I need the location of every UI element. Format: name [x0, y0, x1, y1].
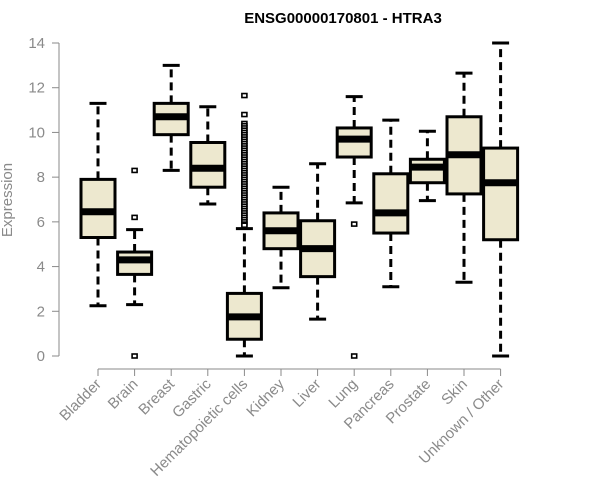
y-tick-label: 8	[37, 169, 45, 186]
box-pancreas	[372, 118, 410, 289]
y-tick-label: 4	[37, 259, 45, 276]
outlier-point	[131, 167, 138, 174]
y-tick-label: 12	[28, 80, 45, 97]
box-kidney	[262, 185, 300, 290]
outlier-point	[241, 111, 248, 118]
boxes-group	[79, 41, 520, 359]
outlier-point	[350, 221, 358, 227]
box-prostate	[408, 129, 446, 203]
chart-title: ENSG00000170801 - HTRA3	[244, 10, 442, 27]
y-tick-label: 6	[37, 214, 45, 231]
outlier-point	[241, 92, 248, 99]
outlier-point	[241, 222, 248, 229]
box-brain	[116, 167, 154, 359]
iqr-box	[372, 172, 410, 235]
x-tick-label: Kidney	[243, 375, 288, 420]
outlier-point	[131, 353, 138, 359]
y-tick-label: 10	[28, 124, 45, 141]
box-hematopoietic-cells	[225, 92, 263, 358]
box-gastric	[189, 105, 227, 206]
iqr-box	[482, 146, 520, 242]
box-unknown-other	[482, 41, 520, 358]
box-bladder	[79, 101, 117, 308]
outlier-point	[350, 353, 358, 359]
box-liver	[299, 162, 337, 321]
x-tick-label: Skin	[438, 376, 471, 409]
outlier-point	[131, 214, 138, 221]
x-tick-label: Liver	[289, 376, 324, 411]
iqr-box	[408, 157, 446, 185]
y-tick-label: 2	[37, 303, 45, 320]
y-tick-label: 0	[37, 348, 45, 365]
y-axis: 0 2 4 6 8 10 12 14	[28, 35, 60, 365]
box-skin	[445, 71, 483, 284]
box-breast	[152, 63, 190, 172]
y-axis-label: Expression	[0, 163, 16, 237]
x-tick-label: Bladder	[56, 376, 105, 425]
y-tick-label: 14	[28, 35, 45, 52]
box-lung	[335, 95, 373, 359]
